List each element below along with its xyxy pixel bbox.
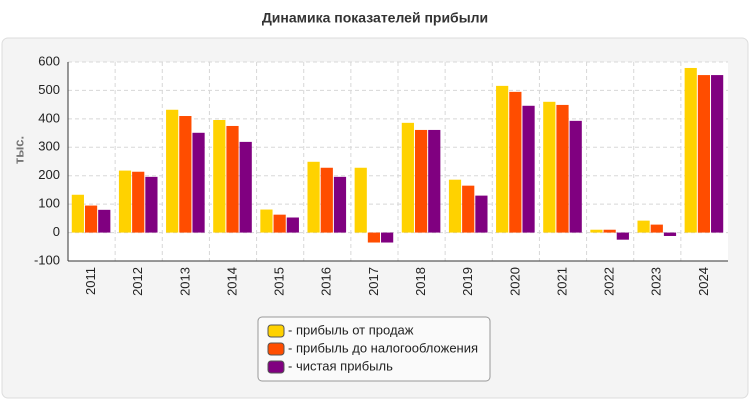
y-tick-label: 0 <box>53 224 60 239</box>
bar <box>320 167 333 233</box>
x-tick-label: 2022 <box>602 267 617 296</box>
bar <box>522 105 535 233</box>
legend-swatch <box>267 342 285 356</box>
bar <box>98 209 111 233</box>
bar <box>145 176 158 233</box>
y-tick-label: 200 <box>38 167 60 182</box>
bar <box>226 125 239 233</box>
bar <box>650 224 663 233</box>
bar <box>543 101 556 233</box>
chart-title: Динамика показателей прибыли <box>262 10 488 26</box>
x-tick-label: 2020 <box>507 267 522 296</box>
bar <box>475 195 488 233</box>
bar <box>286 217 299 233</box>
x-tick-label: 2024 <box>696 267 711 296</box>
x-tick-label: 2015 <box>272 267 287 296</box>
bar <box>381 232 394 243</box>
y-tick-label: 600 <box>38 53 60 68</box>
y-tick-label: 500 <box>38 82 60 97</box>
bar <box>496 85 509 233</box>
bar <box>462 185 475 233</box>
bar <box>509 91 522 233</box>
x-tick-label: 2018 <box>413 267 428 296</box>
x-tick-label: 2012 <box>130 267 145 296</box>
bar <box>684 67 697 233</box>
bar <box>401 122 414 233</box>
x-tick-label: 2011 <box>83 267 98 295</box>
x-tick-label: 2023 <box>649 267 664 296</box>
bar <box>71 194 84 233</box>
x-tick-label: 2013 <box>177 267 192 296</box>
y-tick-label: -100 <box>34 252 60 267</box>
bar <box>428 129 441 233</box>
bar <box>637 220 650 233</box>
x-tick-label: 2021 <box>554 267 569 296</box>
bar <box>354 167 367 233</box>
bar <box>569 120 582 233</box>
x-tick-label: 2016 <box>319 267 334 296</box>
bar <box>132 171 145 233</box>
bar <box>192 132 205 233</box>
y-axis-label: тыс. <box>11 136 26 164</box>
x-tick-label: 2019 <box>460 267 475 296</box>
bar <box>273 214 286 233</box>
legend-label: - чистая прибыль <box>288 358 393 373</box>
bar <box>414 129 428 233</box>
y-tick-label: 100 <box>38 196 60 211</box>
legend-swatch <box>267 360 285 374</box>
legend-label: - прибыль до налогообложения <box>288 340 478 355</box>
bar <box>616 232 629 240</box>
legend-swatch <box>267 324 285 338</box>
bar <box>260 209 273 233</box>
bar <box>307 161 320 233</box>
y-tick-label: 300 <box>38 139 60 154</box>
bar <box>663 232 677 236</box>
bar <box>239 141 252 233</box>
bar <box>556 104 569 233</box>
bar <box>367 232 381 243</box>
bar <box>697 75 711 233</box>
y-tick-label: 400 <box>38 110 60 125</box>
bar <box>590 229 603 233</box>
bar <box>179 116 192 233</box>
legend-label: - прибыль от продаж <box>288 322 414 337</box>
bar <box>118 170 132 233</box>
legend-box <box>257 316 491 382</box>
bar <box>711 75 724 233</box>
bar <box>603 229 616 233</box>
bar <box>166 109 179 233</box>
bar <box>84 205 98 233</box>
bar <box>448 179 462 233</box>
bar <box>213 119 226 233</box>
bar <box>333 176 347 233</box>
x-tick-label: 2017 <box>366 267 381 296</box>
x-tick-label: 2014 <box>224 267 239 296</box>
